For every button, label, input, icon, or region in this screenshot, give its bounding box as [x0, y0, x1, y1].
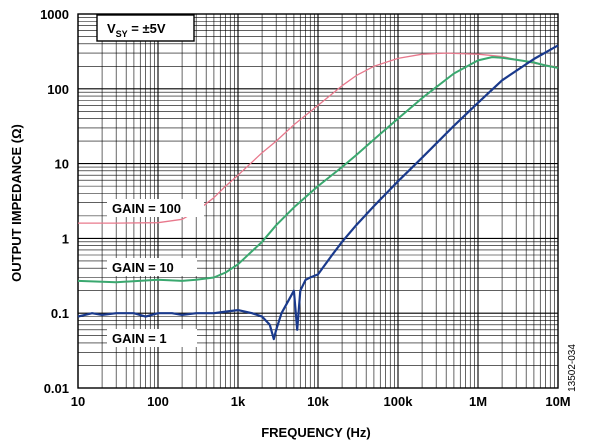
condition-label: VSY = ±5V [96, 14, 195, 42]
series-line-gain-10 [77, 56, 559, 284]
series-label-box [107, 329, 197, 347]
y-tick-label: 10 [55, 157, 69, 172]
series-label-text: GAIN = 1 [112, 331, 167, 346]
series-label-text: GAIN = 100 [112, 201, 181, 216]
x-tick-label: 10 [71, 394, 85, 409]
x-tick-label: 10M [545, 394, 570, 409]
series-label-box [107, 199, 204, 217]
plot-frame [77, 13, 559, 389]
series-label-text: GAIN = 10 [112, 260, 174, 275]
x-tick-labels: 10 100 1k 10k 100k 1M 10M [71, 394, 571, 409]
y-axis-title: OUTPUT IMPEDANCE (Ω) [9, 124, 24, 282]
x-tick-label: 100 [147, 394, 169, 409]
condition-rest: = ±5V [128, 21, 166, 36]
x-tick-label: 100k [384, 394, 414, 409]
y-tick-label: 1000 [40, 7, 69, 22]
x-tick-label: 1k [231, 394, 246, 409]
y-tick-label: 100 [47, 82, 69, 97]
y-tick-labels: 0.01 0.1 1 10 100 1000 [40, 7, 69, 396]
series-label-gain-10: GAIN = 10 [107, 258, 197, 276]
x-axis-title: FREQUENCY (Hz) [261, 425, 371, 440]
x-tick-label: 1M [469, 394, 487, 409]
svg-text:VSY = ±5V: VSY = ±5V [107, 21, 166, 39]
series-label-box [107, 258, 197, 276]
figure-id: 13502-034 [567, 344, 578, 392]
y-tick-label: 1 [62, 231, 69, 246]
y-tick-label: 0.1 [51, 306, 69, 321]
series-line-gain-1 [77, 44, 559, 341]
y-tick-label: 0.01 [44, 381, 69, 396]
series-label-gain-100: GAIN = 100 [107, 199, 204, 217]
condition-label-box [96, 14, 195, 42]
condition-sub: SY [116, 29, 128, 39]
x-tick-label: 10k [307, 394, 329, 409]
condition-main: V [107, 21, 116, 36]
series-label-gain-1: GAIN = 1 [107, 329, 197, 347]
